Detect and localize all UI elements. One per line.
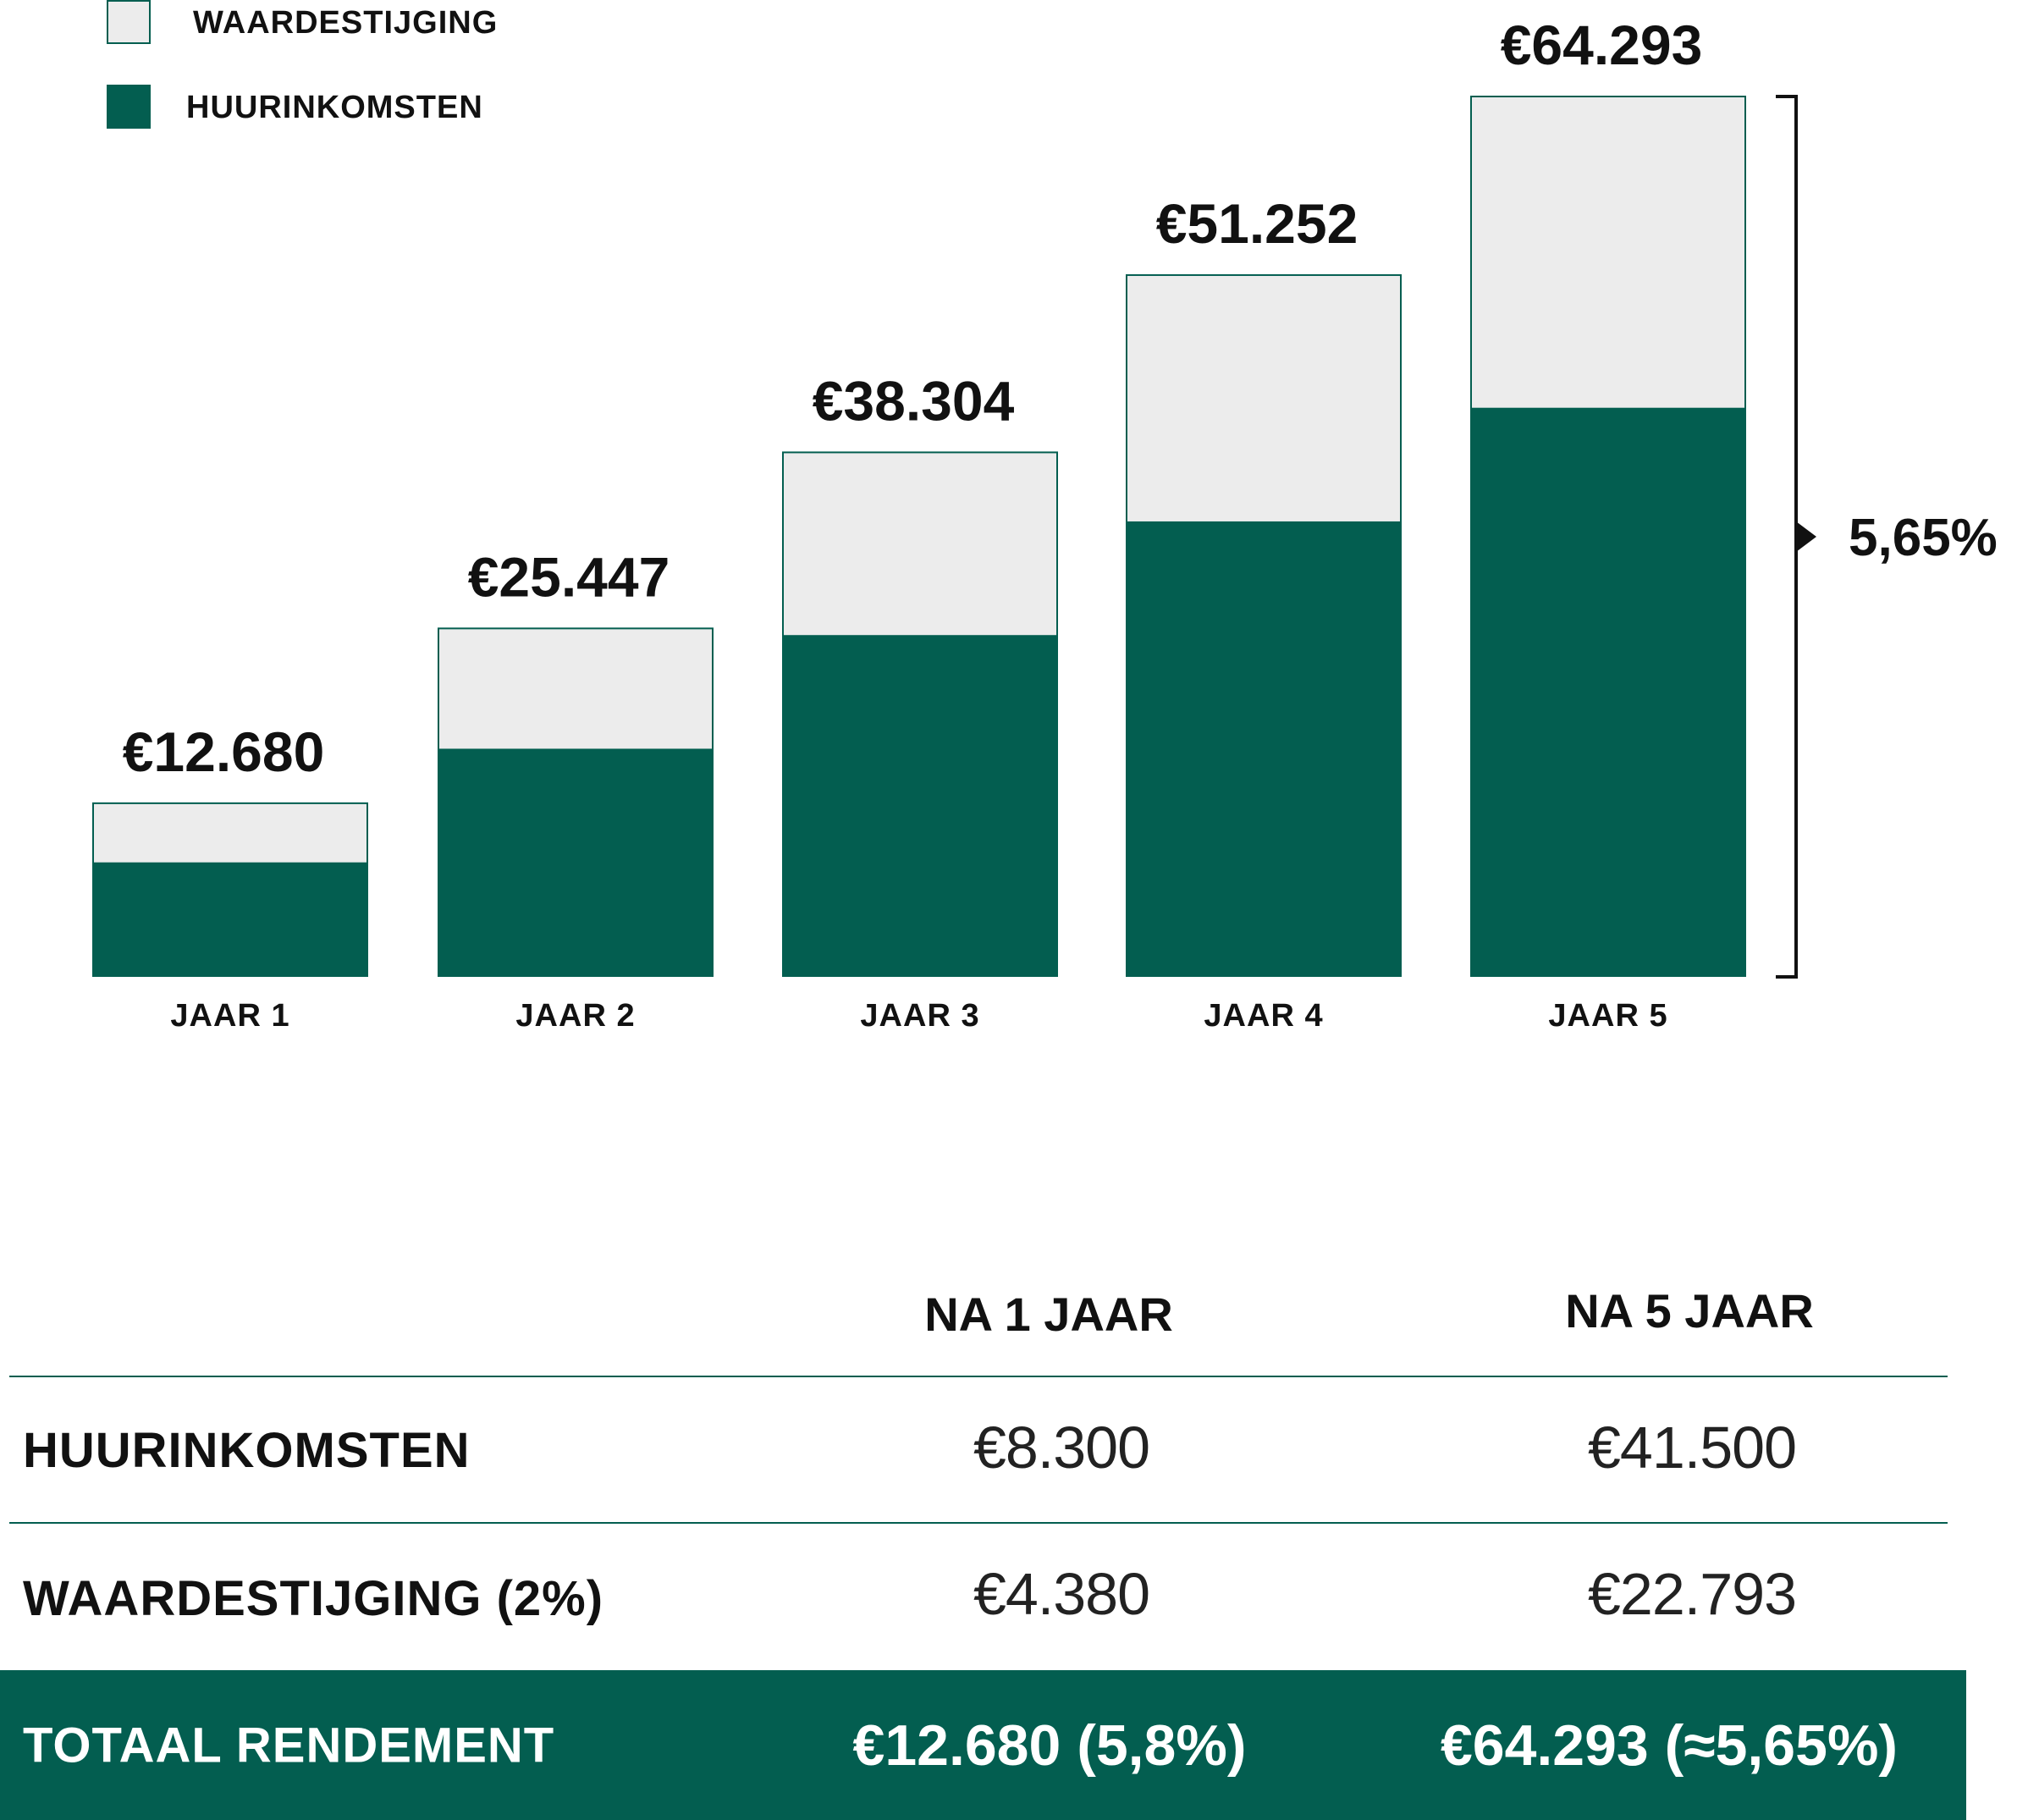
bar-total-label: €25.447 [468,545,670,608]
x-tick-label: JAAR 1 [170,998,289,1034]
bar-segment-waardestijging [1126,273,1402,523]
bar-segment-huurinkomsten [782,636,1058,977]
table-header-na-5-jaar: NA 5 JAAR [1565,1284,1814,1337]
bar-total-label: €12.680 [123,720,325,783]
total-value-1: €12.680 (5,8%) [852,1712,1247,1778]
row-value: €41.500 [1587,1415,1797,1481]
stacked-bar-chart: €12.680 JAAR 1 €25.447 JAAR 2 €38.304 JAAR 3 €… [92,14,1998,1034]
bar-segment-waardestijging [438,627,714,751]
legend-swatch-huurinkomsten [107,85,151,129]
table-divider [9,1376,1948,1377]
table-divider [9,1522,1948,1524]
x-tick-label: JAAR 5 [1548,998,1667,1034]
legend-label-waardestijging: WAARDESTIJGING [193,5,499,41]
total-value-5: €64.293 (≈5,65%) [1440,1712,1899,1778]
bracket-label: 5,65% [1849,509,1998,567]
x-tick-label: JAAR 2 [515,998,635,1034]
legend-swatch-waardestijging [107,0,151,44]
table-header-na-1-jaar: NA 1 JAAR [924,1288,1173,1341]
bar-total-label: €64.293 [1501,14,1703,76]
legend-label-huurinkomsten: HUURINKOMSTEN [186,90,483,125]
row-label: HUURINKOMSTEN [23,1423,471,1478]
bar-total-label: €51.252 [1156,192,1358,255]
bar-segment-huurinkomsten [92,863,368,977]
row-value: €22.793 [1587,1561,1797,1627]
row-value: €4.380 [973,1561,1150,1627]
x-tick-label: JAAR 4 [1204,998,1323,1034]
x-tick-label: JAAR 3 [860,998,979,1034]
row-value: €8.300 [973,1415,1150,1481]
bar-segment-huurinkomsten [1470,408,1746,977]
bar-segment-huurinkomsten [438,749,714,977]
total-label: TOTAAL RENDEMENT [23,1718,555,1773]
bar-segment-waardestijging [1470,96,1746,410]
total-row: TOTAAL RENDEMENT €12.680 (5,8%) €64.293 … [0,1670,1966,1820]
bar-total-label: €38.304 [813,369,1015,432]
bar-segment-huurinkomsten [1126,521,1402,977]
bar-segment-waardestijging [92,802,368,864]
bracket [1776,95,1798,979]
bracket-arrow-icon [1796,521,1816,552]
bar-segment-waardestijging [782,451,1058,637]
row-label: WAARDESTIJGING (2%) [23,1571,604,1626]
